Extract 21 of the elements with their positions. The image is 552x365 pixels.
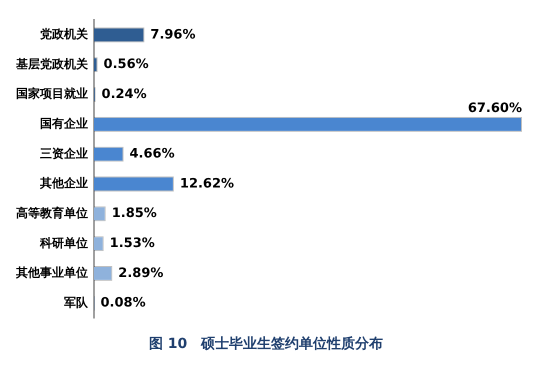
- y-tick-label: 基层党政机关: [15, 56, 89, 71]
- data-label: 0.56%: [104, 57, 149, 72]
- data-label: 67.60%: [468, 100, 522, 116]
- y-tick-label: 其他企业: [39, 176, 88, 190]
- data-label: 0.24%: [102, 86, 147, 102]
- data-label: 1.53%: [110, 236, 155, 252]
- data-label: 2.89%: [118, 266, 164, 281]
- y-tick-label: 国有企业: [40, 116, 88, 130]
- data-label: 0.08%: [100, 296, 146, 311]
- y-tick-label: 其他事业单位: [15, 266, 88, 280]
- y-tick-label: 高等教育单位: [16, 206, 88, 220]
- data-label: 1.85%: [112, 206, 157, 222]
- data-label: 12.62%: [180, 176, 234, 192]
- text: 图 10 硕士毕业生签约单位性质分布: [148, 335, 384, 352]
- data-label: 4.66%: [130, 146, 175, 162]
- y-tick-label: 三资企业: [40, 146, 88, 160]
- y-tick-label: 军队: [64, 295, 89, 310]
- y-tick-label: 国家项目就业: [16, 86, 88, 101]
- data-label: 7.96%: [150, 27, 196, 42]
- y-tick-label: 科研单位: [39, 236, 88, 250]
- y-tick-label: 党政机关: [39, 27, 89, 42]
